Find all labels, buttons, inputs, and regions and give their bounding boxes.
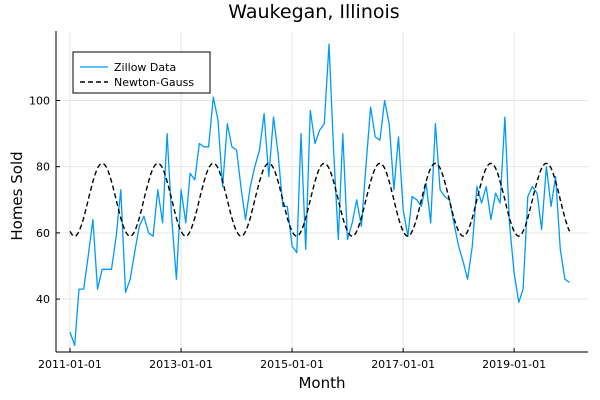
chart-title: Waukegan, Illinois (228, 1, 399, 23)
x-tick-label: 2017-01-01 (371, 358, 435, 371)
series-layer (69, 43, 571, 347)
y-ticks: 40 60 80 100 (29, 94, 60, 306)
y-axis-label: Homes Sold (8, 151, 26, 240)
y-tick-label: 60 (36, 227, 50, 240)
series-line-zillow-data (69, 43, 570, 347)
x-ticks: 2011-01-01 2013-01-01 2015-01-01 2017-01-01… (38, 348, 546, 371)
x-tick-label: 2015-01-01 (260, 358, 324, 371)
x-tick-label: 2019-01-01 (482, 358, 546, 371)
legend-label-zillow-data: Zillow Data (114, 61, 176, 74)
x-tick-label: 2013-01-01 (149, 358, 213, 371)
legend-box (72, 51, 211, 94)
x-tick-label: 2011-01-01 (38, 358, 102, 371)
y-tick-label: 100 (29, 94, 50, 107)
y-tick-label: 40 (36, 293, 50, 306)
legend: Zillow Data Newton-Gauss (72, 51, 211, 94)
y-tick-label: 80 (36, 161, 50, 174)
x-axis-label: Month (298, 374, 345, 392)
legend-label-newton-gauss: Newton-Gauss (114, 76, 194, 89)
